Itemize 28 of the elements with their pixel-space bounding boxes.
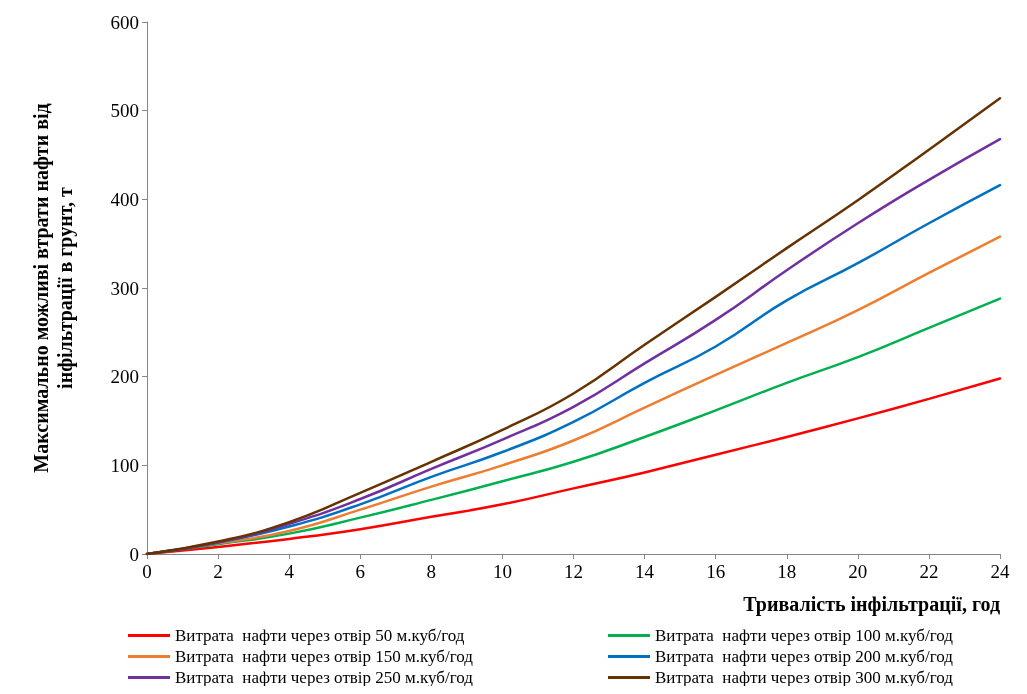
legend-label: Витрата нафти через отвір 100 м.куб/год [655,626,954,645]
x-tick-label: 10 [492,561,512,582]
y-axis-title: Максимально можливі втрати нафти від інфільтрації в грунт, т [30,103,77,473]
x-tick-label: 0 [142,561,152,582]
legend-label: Витрата нафти через отвір 300 м.куб/год [655,668,954,687]
y-tick-label: 300 [110,277,139,299]
y-tick-label: 200 [110,366,139,388]
x-tick-label: 18 [777,561,797,582]
x-tick-label: 14 [635,561,655,582]
y-tick-label: 400 [110,188,139,210]
y-tick-label: 500 [110,100,139,122]
y-tick-label: 600 [110,11,139,33]
legend-label: Витрата нафти через отвір 200 м.куб/год [655,647,954,666]
legend-label: Витрата нафти через отвір 150 м.куб/год [175,647,474,666]
x-tick-label: 4 [284,561,295,582]
x-tick-label: 2 [213,561,223,582]
x-tick-label: 16 [706,561,726,582]
x-tick-label: 8 [426,561,437,582]
legend-label: Витрата нафти через отвір 250 м.куб/год [175,668,474,687]
x-tick-label: 12 [564,561,583,582]
y-tick-label: 100 [110,454,139,476]
x-tick-label: 24 [990,561,1010,582]
x-axis-title: Тривалість інфільтрації, год [743,593,1000,616]
x-tick-label: 6 [355,561,365,582]
legend-label: Витрата нафти через отвір 50 м.куб/год [175,626,465,645]
x-tick-label: 22 [919,561,939,582]
y-tick-label: 0 [129,543,139,565]
x-tick-label: 20 [848,561,868,582]
